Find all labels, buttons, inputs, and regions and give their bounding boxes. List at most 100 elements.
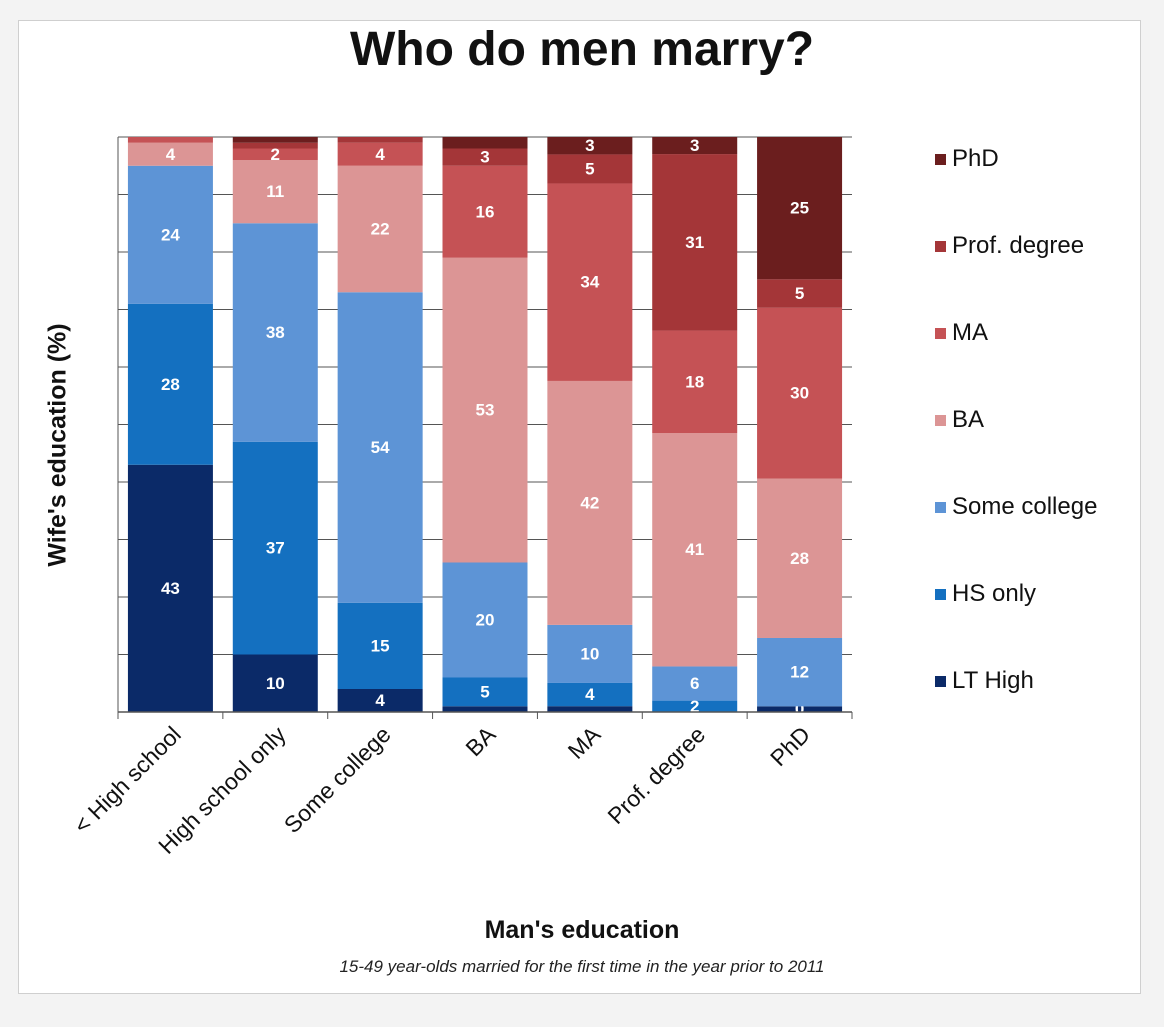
x-tick-label: < High school bbox=[69, 721, 186, 838]
x-tick-label: MA bbox=[563, 721, 606, 764]
bar-segment-ba bbox=[547, 380, 633, 625]
data-label: 4 bbox=[375, 691, 385, 710]
data-label: 53 bbox=[476, 401, 495, 420]
legend-item: MA bbox=[935, 319, 988, 347]
data-label: 15 bbox=[371, 636, 390, 655]
legend-item: Prof. degree bbox=[935, 232, 1084, 260]
x-tick-label: Prof. degree bbox=[602, 721, 710, 829]
chart-subtitle: 15-49 year-olds married for the first ti… bbox=[339, 957, 825, 976]
data-label: 5 bbox=[585, 159, 594, 178]
data-label: 12 bbox=[790, 663, 809, 682]
bar-segment-prof-degree bbox=[232, 142, 318, 149]
bar-segment-phd bbox=[547, 137, 633, 155]
legend-item: LT High bbox=[935, 667, 1034, 695]
bar-segment-ma bbox=[442, 165, 528, 258]
data-label: 4 bbox=[585, 685, 595, 704]
legend-swatch bbox=[935, 414, 946, 426]
data-label: 30 bbox=[790, 384, 809, 403]
bar-segment-some-college bbox=[127, 165, 213, 304]
bar-segment-ba bbox=[757, 478, 843, 638]
bar-segment-ba bbox=[337, 165, 423, 293]
legend-swatch bbox=[935, 588, 946, 600]
bar-segment-lt-high bbox=[337, 689, 423, 712]
bar-segment-ma bbox=[547, 183, 633, 381]
data-label: 22 bbox=[371, 220, 390, 239]
data-label: 28 bbox=[790, 549, 809, 568]
bar-segment-phd bbox=[232, 137, 318, 143]
bar-segment-some-college bbox=[547, 624, 633, 683]
data-label: 37 bbox=[266, 539, 285, 558]
bar-segment-ba bbox=[652, 433, 738, 667]
bar-segment-hs-only bbox=[547, 682, 633, 707]
bar-segment-ba bbox=[127, 142, 213, 166]
bar-segment-hs-only bbox=[232, 441, 318, 655]
bar-segment-some-college bbox=[757, 637, 843, 707]
bar-segment-phd bbox=[442, 137, 528, 149]
legend-label: HS only bbox=[952, 580, 1037, 607]
x-tick-label: Some college bbox=[279, 721, 396, 838]
legend-item: Some college bbox=[935, 493, 1097, 521]
data-label: 5 bbox=[795, 284, 804, 303]
x-tick-label: PhD bbox=[765, 721, 815, 771]
data-label: 34 bbox=[580, 273, 599, 292]
legend-swatch bbox=[935, 327, 946, 339]
x-axis-title: Man's education bbox=[484, 916, 680, 944]
legend-item: BA bbox=[935, 406, 984, 434]
bar-segment-ma bbox=[652, 330, 738, 434]
bar-segment-some-college bbox=[442, 562, 528, 678]
data-label: 10 bbox=[266, 674, 285, 693]
bar-segment-hs-only bbox=[442, 677, 528, 707]
legend-item: HS only bbox=[935, 580, 1036, 608]
chart-title: Who do men marry? bbox=[349, 23, 815, 76]
bar-segment-ma bbox=[127, 137, 213, 143]
data-label: 4 bbox=[166, 145, 176, 164]
bar-segment-ma bbox=[337, 142, 423, 166]
data-label: 2 bbox=[690, 697, 699, 716]
bar-segment-lt-high bbox=[232, 654, 318, 712]
bar-segment-prof-degree bbox=[442, 148, 528, 166]
data-label: 11 bbox=[266, 182, 284, 201]
data-label: 5 bbox=[480, 682, 489, 701]
data-label: 3 bbox=[480, 148, 489, 167]
data-label: 18 bbox=[685, 372, 704, 391]
legend-swatch bbox=[935, 501, 946, 513]
data-label: 4 bbox=[375, 145, 385, 164]
bar-segment-phd bbox=[757, 137, 843, 280]
bar-segment-hs-only bbox=[127, 303, 213, 465]
data-label: 3 bbox=[585, 136, 594, 155]
bar-segment-ba bbox=[232, 160, 318, 224]
data-label: 0 bbox=[795, 700, 804, 719]
data-label: 24 bbox=[161, 225, 180, 244]
bar-segment-hs-only bbox=[652, 700, 738, 712]
bar-segment-some-college bbox=[232, 223, 318, 442]
legend-label: Some college bbox=[952, 493, 1098, 520]
bar-segment-some-college bbox=[337, 292, 423, 603]
bar-segment-phd bbox=[652, 137, 738, 155]
legend-swatch bbox=[935, 675, 946, 687]
x-tick-label: BA bbox=[460, 721, 501, 762]
legend-label: Prof. degree bbox=[952, 232, 1085, 259]
legend-label: PhD bbox=[952, 145, 999, 172]
bar-segment-lt-high bbox=[547, 706, 633, 712]
legend-label: LT High bbox=[952, 667, 1034, 694]
data-label: 10 bbox=[580, 644, 599, 663]
bar-segment-prof-degree bbox=[757, 279, 843, 308]
data-label: 31 bbox=[685, 233, 704, 252]
legend-item: PhD bbox=[935, 145, 999, 173]
bar-segment-ma bbox=[232, 148, 318, 160]
data-label: 28 bbox=[161, 375, 180, 394]
data-label: 16 bbox=[476, 202, 495, 221]
bar-segment-ba bbox=[442, 257, 528, 563]
bar-segment-prof-degree bbox=[652, 154, 738, 331]
bar-segment-lt-high bbox=[757, 706, 843, 712]
legend-label: BA bbox=[952, 406, 985, 433]
data-label: 42 bbox=[580, 493, 599, 512]
legend-label: MA bbox=[952, 319, 988, 346]
bar-segment-prof-degree bbox=[547, 154, 633, 184]
data-label: 41 bbox=[685, 540, 704, 559]
data-label: 6 bbox=[690, 674, 699, 693]
bar-segment-some-college bbox=[652, 666, 738, 701]
bar-segment-prof-degree bbox=[337, 137, 423, 143]
bar-segment-lt-high bbox=[127, 464, 213, 712]
